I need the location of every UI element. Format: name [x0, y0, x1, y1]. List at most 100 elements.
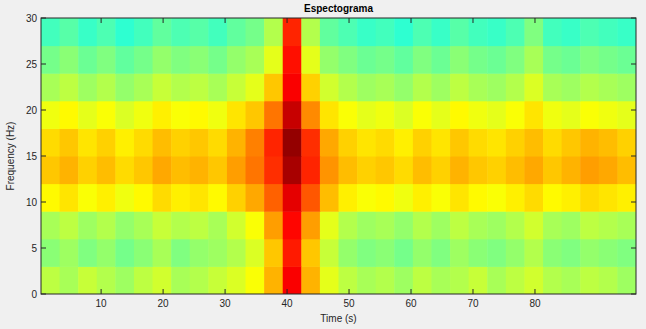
- cell: [227, 128, 246, 156]
- cell: [246, 266, 265, 294]
- cell: [115, 128, 134, 156]
- cell: [394, 73, 413, 101]
- cell: [487, 184, 506, 212]
- cell: [97, 101, 116, 129]
- cell: [469, 73, 488, 101]
- cell: [469, 211, 488, 239]
- cell: [78, 156, 97, 184]
- y-tick-label: 10: [26, 197, 38, 208]
- cell: [506, 184, 525, 212]
- cell: [171, 184, 190, 212]
- cell: [301, 46, 320, 74]
- plot-frame: [41, 18, 636, 294]
- cell: [41, 128, 60, 156]
- cell: [487, 46, 506, 74]
- cell: [134, 239, 153, 267]
- cell: [283, 211, 302, 239]
- cell: [469, 101, 488, 129]
- cell: [617, 211, 636, 239]
- cell: [339, 156, 358, 184]
- cell: [487, 239, 506, 267]
- cell: [246, 46, 265, 74]
- cell: [617, 73, 636, 101]
- y-tick: [41, 294, 46, 295]
- cell: [246, 101, 265, 129]
- cell: [78, 266, 97, 294]
- cell: [41, 101, 60, 129]
- cell: [171, 128, 190, 156]
- cell: [599, 128, 618, 156]
- cell: [376, 101, 395, 129]
- cell: [431, 128, 450, 156]
- cell: [543, 46, 562, 74]
- cell: [599, 18, 618, 46]
- cell: [115, 18, 134, 46]
- cell: [617, 184, 636, 212]
- cell: [78, 101, 97, 129]
- cell: [524, 184, 543, 212]
- cell: [562, 211, 581, 239]
- cell: [339, 211, 358, 239]
- cell: [599, 211, 618, 239]
- cell: [134, 18, 153, 46]
- cell: [506, 46, 525, 74]
- cell: [301, 128, 320, 156]
- cell: [208, 211, 227, 239]
- cell: [134, 73, 153, 101]
- cell: [562, 101, 581, 129]
- cell: [60, 128, 79, 156]
- cell: [450, 266, 469, 294]
- cell: [394, 184, 413, 212]
- cell: [469, 46, 488, 74]
- cell: [134, 101, 153, 129]
- cell: [617, 46, 636, 74]
- cell: [115, 156, 134, 184]
- cell: [357, 18, 376, 46]
- cell: [264, 239, 283, 267]
- cell: [171, 18, 190, 46]
- cell: [357, 128, 376, 156]
- cell: [153, 156, 172, 184]
- cell: [376, 18, 395, 46]
- x-tick: [287, 289, 288, 294]
- cell: [246, 156, 265, 184]
- cell: [60, 266, 79, 294]
- cell: [469, 239, 488, 267]
- cell: [487, 211, 506, 239]
- y-tick: [631, 294, 636, 295]
- cell: [227, 184, 246, 212]
- cell: [339, 266, 358, 294]
- cell: [524, 101, 543, 129]
- cell: [78, 46, 97, 74]
- cell: [171, 211, 190, 239]
- cell: [543, 156, 562, 184]
- cell: [283, 73, 302, 101]
- cell: [357, 184, 376, 212]
- cell: [41, 266, 60, 294]
- cell: [506, 156, 525, 184]
- x-tick: [472, 289, 473, 294]
- y-tick: [41, 110, 46, 111]
- cell: [246, 184, 265, 212]
- cell: [617, 239, 636, 267]
- cell: [413, 211, 432, 239]
- cell: [264, 156, 283, 184]
- cell: [524, 128, 543, 156]
- y-tick: [631, 248, 636, 249]
- x-tick: [534, 18, 535, 23]
- title: Espectograma: [304, 3, 373, 14]
- cell: [524, 239, 543, 267]
- cell: [487, 156, 506, 184]
- x-tick: [225, 289, 226, 294]
- cell: [357, 101, 376, 129]
- cell: [413, 101, 432, 129]
- cell: [153, 211, 172, 239]
- cell: [524, 73, 543, 101]
- cell: [264, 46, 283, 74]
- cell: [394, 46, 413, 74]
- cell: [264, 211, 283, 239]
- cell: [431, 184, 450, 212]
- cell: [246, 18, 265, 46]
- cell: [134, 266, 153, 294]
- cell: [339, 184, 358, 212]
